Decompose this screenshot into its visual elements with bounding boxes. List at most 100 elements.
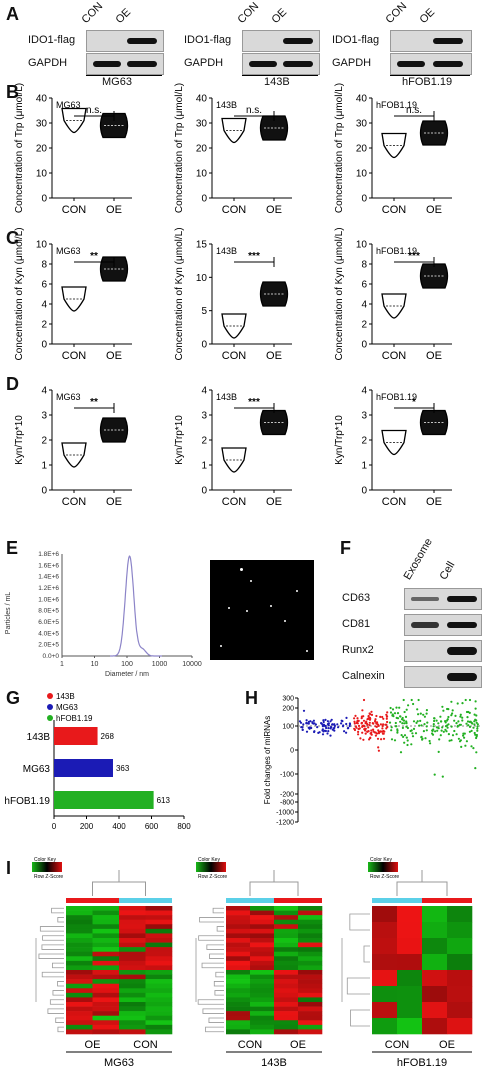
- x-tick-label: 400: [112, 822, 126, 830]
- data-point: [357, 733, 360, 736]
- y-tick-label: 3: [201, 411, 207, 422]
- data-point: [341, 725, 345, 728]
- group-label-left: CON: [238, 1039, 263, 1051]
- data-point: [474, 733, 477, 736]
- data-point: [361, 709, 364, 712]
- data-point: [415, 721, 418, 724]
- data-point: [357, 724, 361, 727]
- heatmap-cell: [66, 910, 93, 916]
- heatmap-cell: [66, 919, 93, 925]
- heatmap-cell: [119, 974, 146, 980]
- heatmap-cell: [274, 1024, 299, 1030]
- data-point: [374, 719, 377, 723]
- group-strip: [298, 898, 322, 903]
- data-point: [402, 698, 405, 702]
- heatmap-cell: [397, 922, 423, 939]
- data-point: [359, 737, 362, 740]
- data-point: [307, 726, 310, 729]
- heatmap-cell: [66, 1006, 93, 1012]
- data-point: [305, 719, 308, 722]
- y-tick-label: 10: [36, 169, 48, 180]
- data-point: [461, 719, 464, 722]
- y-tick-label: 1.2E+6: [38, 585, 59, 592]
- heatmap-cell: [119, 947, 146, 953]
- y-axis-label: Concentration of Trp (μmol/L): [334, 83, 345, 213]
- column-dendrogram: [249, 870, 299, 896]
- data-point: [465, 710, 469, 714]
- y-tick-label: 4: [201, 386, 207, 397]
- blot-row-runx2: Runx2: [342, 644, 374, 656]
- y-tick-label: 3: [41, 411, 47, 422]
- panel-label-f: F: [340, 538, 351, 558]
- nta-size-distribution: 0.0+0 2.0E+5 4.0E+5 6.0E+5 8.0E+5 1.0E+6 1.2E+…: [5, 551, 202, 678]
- data-point: [435, 726, 438, 729]
- violin-chart: 0 5 10 15 Concentration of Kyn (μmol/L) 143B C…: [174, 227, 292, 362]
- data-point: [394, 721, 397, 725]
- heatmap-cell: [226, 960, 251, 966]
- data-point: [389, 711, 393, 714]
- data-point: [473, 713, 476, 716]
- data-point: [447, 733, 450, 736]
- violin-mark: [419, 120, 449, 146]
- data-point: [411, 735, 415, 738]
- heatmap-cell: [66, 1029, 93, 1035]
- x-tick-label: OE: [106, 496, 122, 508]
- heatmap-cell: [250, 919, 275, 925]
- data-point: [407, 704, 410, 707]
- color-key-bar: [196, 862, 226, 872]
- data-point: [475, 721, 478, 724]
- heatmap-cell: [250, 1011, 275, 1017]
- data-point: [321, 729, 324, 732]
- legend-label: MG63: [56, 703, 78, 712]
- data-point: [399, 751, 403, 754]
- data-point: [403, 741, 406, 744]
- heatmap-cell: [66, 1015, 93, 1021]
- data-point: [426, 721, 429, 724]
- data-point: [313, 722, 316, 725]
- heatmap-cell: [250, 951, 275, 957]
- legend-label: 143B: [56, 692, 75, 701]
- heatmap-cell: [298, 974, 323, 980]
- heatmap-cell: [92, 992, 120, 998]
- group-strip: [92, 898, 119, 903]
- heatmap-cell: [226, 1029, 251, 1035]
- violin-mark: [419, 409, 449, 436]
- heatmap-cell: [226, 910, 251, 916]
- cell-line-label: hFOB1.19: [397, 1057, 447, 1069]
- heatmap-cell: [422, 954, 448, 971]
- y-tick-label: 40: [36, 94, 48, 105]
- data-point: [425, 712, 428, 715]
- x-tick-label: CON: [62, 496, 87, 508]
- cell-line-label: MG63: [56, 392, 81, 402]
- data-point: [459, 739, 462, 742]
- x-axis-label: Diameter / nm: [105, 671, 149, 678]
- heatmap-cell: [119, 997, 146, 1003]
- data-point: [377, 746, 380, 749]
- data-point: [376, 737, 380, 740]
- heatmap-cell: [66, 1002, 93, 1007]
- heatmap-cell: [447, 1002, 473, 1019]
- data-point: [307, 722, 310, 725]
- heatmap-cell: [274, 910, 299, 916]
- column-dendrogram: [92, 870, 146, 896]
- heatmap-cell: [298, 979, 323, 985]
- heatmap-cell: [145, 992, 173, 998]
- heatmap-cell: [66, 960, 93, 966]
- heatmap-cell: [92, 1029, 120, 1035]
- data-point: [459, 715, 462, 718]
- heatmap-cell: [250, 1024, 275, 1030]
- y-tick-label: 4: [361, 300, 367, 311]
- category-label: MG63: [23, 764, 51, 775]
- heatmap-cell: [274, 1006, 299, 1012]
- heatmap-cell: [119, 906, 146, 911]
- violin-chart: 0 1 2 3 4 Kyn/Trp*10 MG63 CON OE **: [14, 386, 132, 508]
- x-tick-label: OE: [106, 204, 122, 216]
- heatmap-cell: [447, 1018, 473, 1035]
- data-point: [464, 698, 467, 702]
- heatmap-cell: [274, 979, 299, 985]
- data-point: [395, 706, 398, 709]
- heatmap-cell: [372, 938, 398, 955]
- data-point: [416, 708, 419, 711]
- data-point: [375, 725, 378, 728]
- heatmap-cell: [92, 997, 120, 1003]
